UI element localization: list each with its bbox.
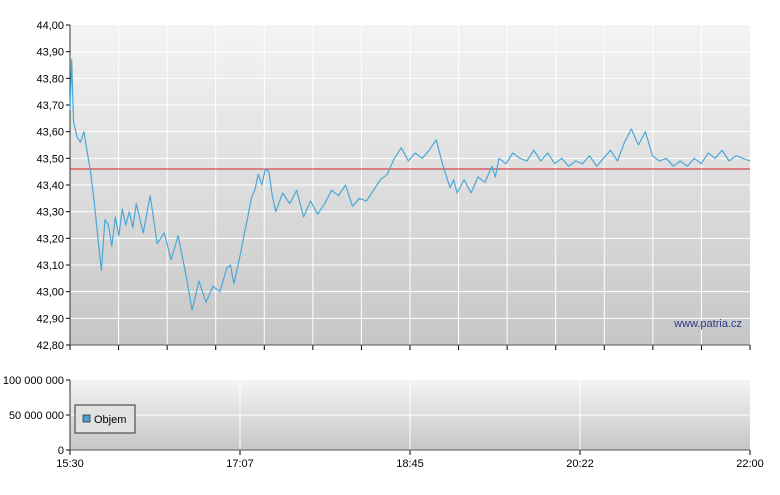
volume-x-tick-label: 17:07 — [226, 458, 254, 470]
legend-label: Objem — [94, 414, 126, 426]
price-y-tick-label: 43,90 — [36, 47, 64, 59]
volume-x-tick-label: 15:30 — [56, 458, 84, 470]
price-y-tick-label: 43,40 — [36, 180, 64, 192]
price-y-tick-label: 44,00 — [36, 20, 64, 32]
price-y-tick-label: 43,70 — [36, 100, 64, 112]
volume-x-tick-label: 22:00 — [736, 458, 764, 470]
volume-y-tick-label: 0 — [58, 445, 64, 457]
price-line-series — [69, 59, 751, 311]
price-y-tick-label: 42,80 — [36, 340, 64, 352]
volume-x-tick-label: 20:22 — [566, 458, 594, 470]
volume-y-tick-label: 100 000 000 — [3, 375, 64, 387]
legend-swatch — [82, 414, 91, 423]
price-y-tick-label: 43,60 — [36, 127, 64, 139]
volume-legend: Objem — [74, 404, 136, 434]
price-y-tick-label: 43,50 — [36, 153, 64, 165]
price-y-tick-label: 43,30 — [36, 207, 64, 219]
volume-x-tick-label: 18:45 — [396, 458, 424, 470]
price-panel: 44,00 43,90 43,80 43,70 43,60 43,50 43,40 43,30… — [36, 20, 751, 352]
price-y-tick-label: 43,10 — [36, 260, 64, 272]
volume-y-tick-label: 50 000 000 — [9, 410, 64, 422]
volume-panel: 100 000 000 50 000 000 015:30 17:07 18:45 20:… — [3, 375, 764, 470]
price-y-tick-label: 43,00 — [36, 287, 64, 299]
price-y-tick-label: 43,20 — [36, 233, 64, 245]
watermark-text: www.patria.cz — [673, 318, 742, 330]
price-y-tick-label: 42,90 — [36, 313, 64, 325]
price-y-tick-label: 43,80 — [36, 73, 64, 85]
